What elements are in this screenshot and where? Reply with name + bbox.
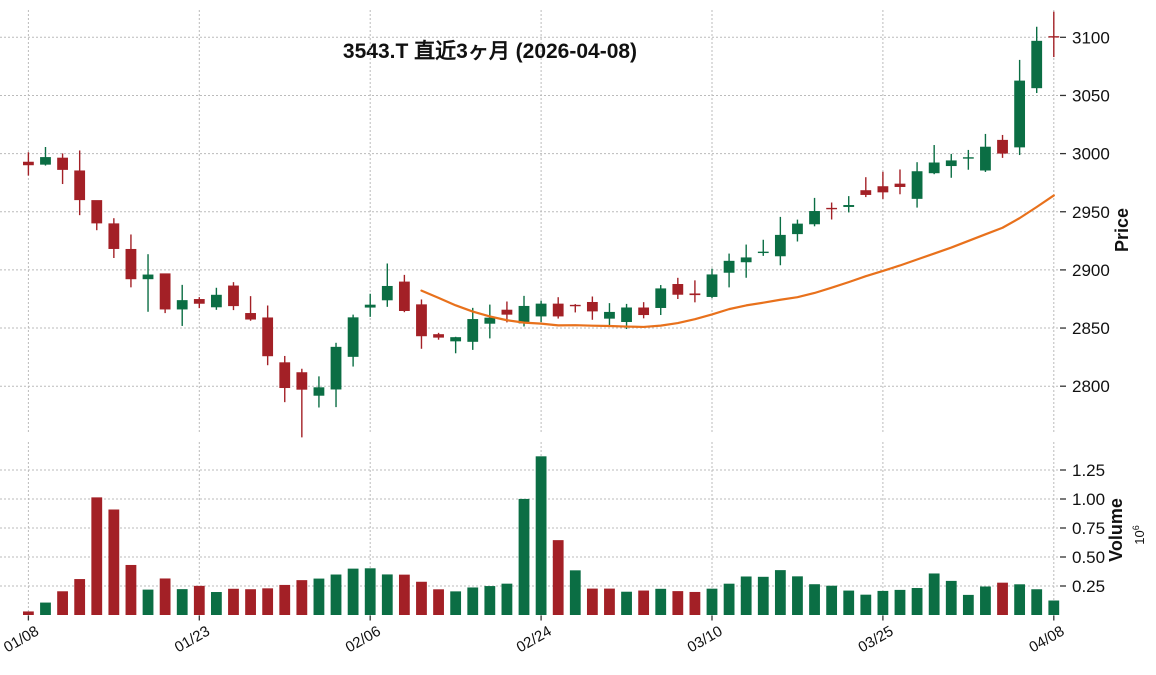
svg-text:3000: 3000 bbox=[1072, 145, 1110, 164]
svg-text:0.75: 0.75 bbox=[1072, 519, 1105, 538]
svg-text:0.50: 0.50 bbox=[1072, 548, 1105, 567]
svg-text:2950: 2950 bbox=[1072, 203, 1110, 222]
svg-text:3100: 3100 bbox=[1072, 28, 1110, 47]
svg-text:1.00: 1.00 bbox=[1072, 490, 1105, 509]
svg-text:3050: 3050 bbox=[1072, 86, 1110, 105]
svg-text:1.25: 1.25 bbox=[1072, 461, 1105, 480]
svg-text:2850: 2850 bbox=[1072, 319, 1110, 338]
svg-text:Volume: Volume bbox=[1106, 498, 1126, 562]
svg-text:3543.T 直近3ヶ月 (2026-04-08): 3543.T 直近3ヶ月 (2026-04-08) bbox=[343, 39, 637, 63]
svg-text:2800: 2800 bbox=[1072, 377, 1110, 396]
svg-text:0.25: 0.25 bbox=[1072, 577, 1105, 596]
svg-text:2900: 2900 bbox=[1072, 261, 1110, 280]
svg-text:Price: Price bbox=[1112, 208, 1132, 252]
